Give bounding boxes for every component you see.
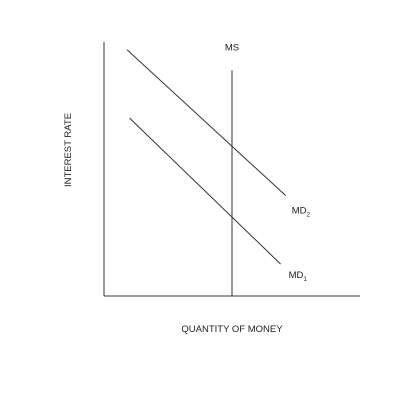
curve-md1 [129,117,281,265]
curve-label-main: MS [225,42,239,53]
curve-label-md1: MD1 [289,270,308,283]
y-axis-label: INTEREST RATE [63,113,74,187]
x-axis-label: QUANTITY OF MONEY [181,324,283,335]
curve-label-sub: 2 [307,212,311,219]
curve-label-ms: MS [225,42,239,53]
curve-label-md2: MD2 [292,206,311,219]
curve-label-sub: 1 [303,276,307,283]
curve-label-main: MD [289,270,304,281]
curves-layer [126,49,287,296]
curve-md2 [126,49,287,197]
curve-label-main: MD [292,206,307,217]
